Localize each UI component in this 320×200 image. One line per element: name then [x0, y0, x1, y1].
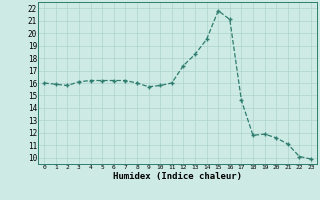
X-axis label: Humidex (Indice chaleur): Humidex (Indice chaleur) [113, 172, 242, 181]
